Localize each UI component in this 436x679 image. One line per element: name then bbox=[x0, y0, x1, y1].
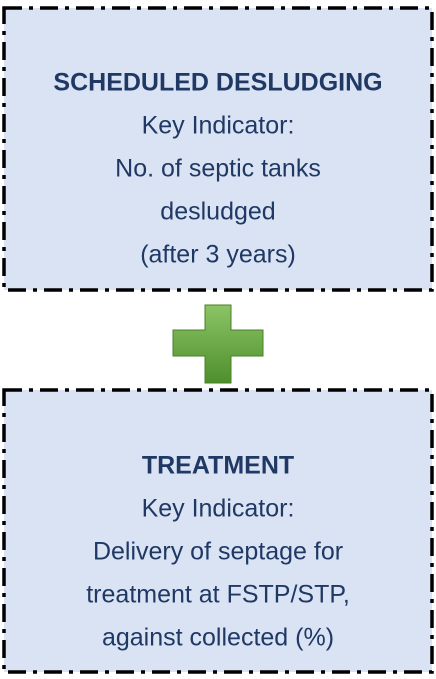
box-line: treatment at FSTP/STP, bbox=[86, 581, 350, 609]
box-line: against collected (%) bbox=[102, 624, 334, 652]
box-treatment bbox=[2, 388, 434, 674]
box-line: No. of septic tanks bbox=[115, 155, 321, 183]
box-scheduled-desludging bbox=[2, 6, 434, 292]
box-title: SCHEDULED DESLUDGING bbox=[53, 69, 382, 97]
box-line: Key Indicator: bbox=[142, 112, 295, 140]
box-line: (after 3 years) bbox=[140, 241, 296, 269]
plus-sign bbox=[172, 304, 264, 384]
box-line: Key Indicator: bbox=[142, 495, 295, 523]
box-title: TREATMENT bbox=[142, 452, 294, 480]
box-line: Delivery of septage for bbox=[93, 538, 343, 566]
box-line: desludged bbox=[160, 198, 275, 226]
